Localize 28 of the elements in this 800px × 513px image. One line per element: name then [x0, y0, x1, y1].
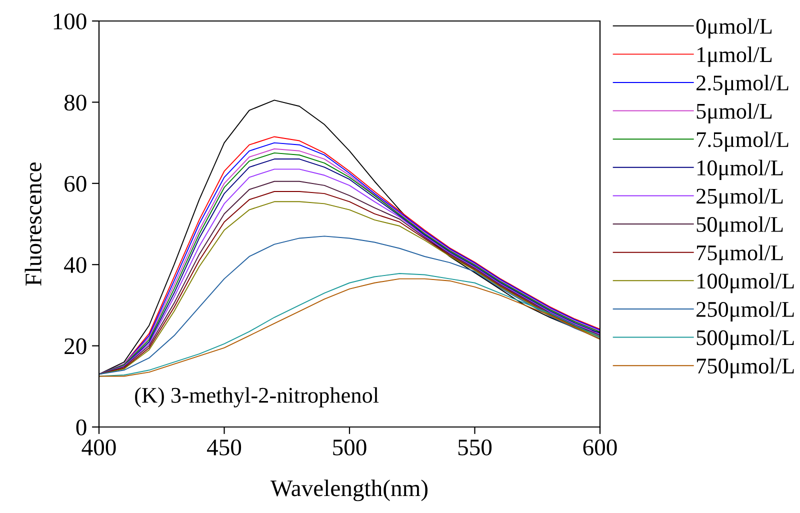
x-tick-label: 550: [458, 439, 492, 456]
legend-label: 10μmol/L: [698, 160, 783, 180]
legend-label: 75μmol/L: [697, 244, 783, 265]
y-tick-label: 80: [64, 94, 86, 111]
legend-label: 750μmol/L: [697, 358, 794, 378]
y-tick-label: 100: [54, 13, 86, 30]
legend-label: 500μmol/L: [696, 330, 794, 350]
x-tick-label: 500: [333, 439, 366, 456]
x-axis-title: Wavelength(nm): [270, 480, 428, 502]
y-axis-title: Fluorescence: [24, 162, 42, 286]
legend-label: 250μmol/L: [696, 301, 794, 322]
legend-label: 7.5μmol/L: [697, 131, 788, 152]
y-tick-label: 40: [64, 257, 86, 274]
legend-label: 50μmol/L: [696, 216, 783, 237]
x-tick-label: 450: [207, 439, 242, 456]
line-series: [99, 236, 600, 375]
annotation: (K) 3-methyl-2-nitrophenol: [135, 387, 379, 408]
x-tick-label: 400: [82, 439, 116, 456]
legend-label: 25μmol/L: [696, 188, 783, 208]
legend-label: 1μmol/L: [698, 46, 772, 67]
legend-label: 2.5μmol/L: [696, 74, 788, 96]
y-tick-label: 20: [64, 338, 86, 354]
legend-label: 100μmol/L: [698, 273, 794, 294]
x-tick-label: 600: [583, 439, 617, 456]
y-tick-label: 0: [76, 419, 86, 436]
legend-label: 0μmol/L: [696, 18, 772, 38]
y-tick-label: 60: [64, 176, 86, 192]
legend-label: 5μmol/L: [696, 103, 772, 124]
